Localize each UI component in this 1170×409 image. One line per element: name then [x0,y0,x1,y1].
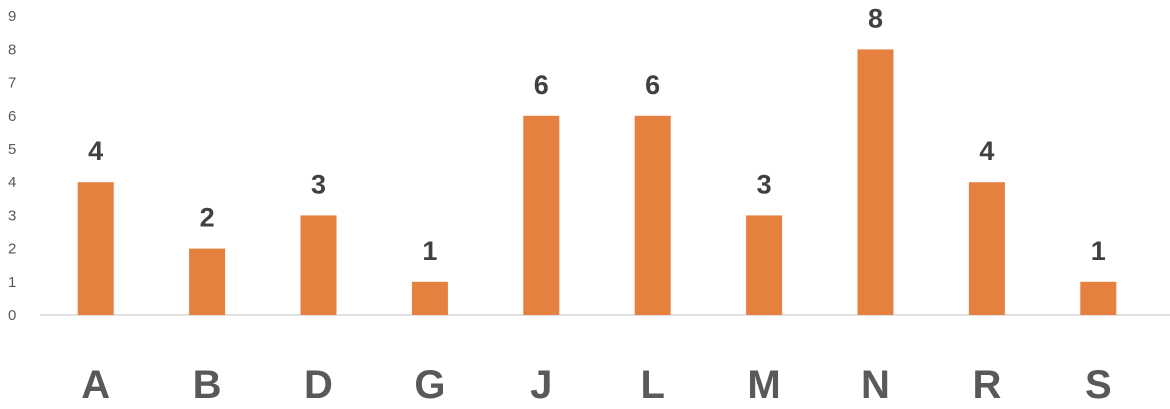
y-tick-label: 5 [8,141,16,158]
y-tick-label: 7 [8,75,16,92]
x-tick-label-N: N [861,363,890,407]
x-tick-label-A: A [81,363,110,407]
bars [77,49,1117,316]
bar-D [300,215,337,315]
y-tick-label: 3 [8,207,16,224]
bar-L [634,115,671,315]
x-tick-label-R: R [972,363,1001,407]
bar-A [77,182,114,315]
y-tick-label: 9 [8,8,16,25]
x-tick-label-J: J [530,363,552,407]
y-tick-label: 0 [8,307,16,324]
data-label-L: 6 [645,70,660,100]
data-label-G: 1 [422,236,437,266]
x-tick-label-M: M [747,363,780,407]
x-tick-label-L: L [640,363,664,407]
y-tick-label: 4 [8,174,16,191]
bar-R [968,182,1005,315]
data-label-D: 3 [311,169,326,199]
data-labels: 4 2 3 1 6 6 3 8 4 1 [88,3,1106,265]
data-label-R: 4 [979,136,994,166]
y-axis-ticks: 0 1 2 3 4 5 6 7 8 9 [8,8,16,324]
bar-B [189,248,226,315]
data-label-A: 4 [88,136,103,166]
data-label-S: 1 [1091,236,1106,266]
x-tick-label-G: G [414,363,445,407]
bar-J [523,115,560,315]
data-label-M: 3 [757,169,772,199]
data-label-B: 2 [200,203,215,233]
x-tick-label-B: B [193,363,222,407]
x-tick-label-S: S [1085,363,1112,407]
data-label-J: 6 [534,70,549,100]
bar-M [746,215,783,315]
y-tick-label: 6 [8,108,16,125]
bar-S [1080,281,1117,315]
bar-N [857,49,894,316]
x-tick-label-D: D [304,363,333,407]
y-tick-label: 8 [8,41,16,58]
y-tick-label: 2 [8,241,16,258]
data-label-N: 8 [868,3,883,33]
y-tick-label: 1 [8,274,16,291]
bar-G [411,281,448,315]
